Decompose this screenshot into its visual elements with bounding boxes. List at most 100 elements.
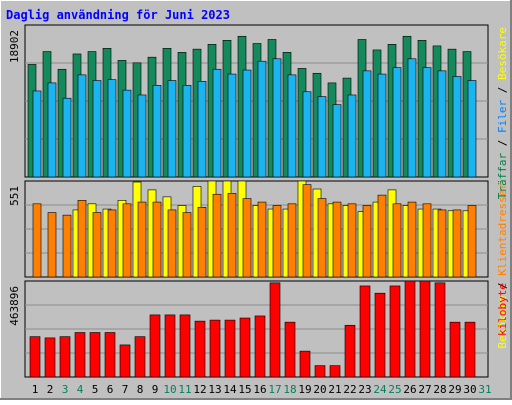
legend-entry: Träffar [496, 152, 509, 199]
bar-sites-Klientadresser-day-12 [197, 207, 207, 278]
x-tick-label: 21 [328, 383, 341, 396]
bar-sites-Klientadresser-day-29 [452, 209, 462, 278]
bar-sites-Klientadresser-day-26 [407, 201, 417, 278]
bar-kbytes-kilobyte-day-25 [389, 285, 401, 378]
x-tick-label: 23 [358, 383, 371, 396]
bar-sites-Klientadresser-day-19 [302, 184, 312, 278]
panel-legend: kilobyte [496, 283, 509, 336]
bar-kbytes-kilobyte-day-1 [29, 336, 41, 378]
bar-sites-Klientadresser-day-10 [167, 209, 177, 278]
bar-kbytes-kilobyte-day-27 [419, 280, 431, 378]
bar-sites-Klientadresser-day-20 [317, 198, 327, 278]
bar-kbytes-kilobyte-day-15 [239, 317, 251, 378]
bar-sites-Klientadresser-day-6 [107, 209, 117, 278]
bar-hits-Filer-day-13 [212, 68, 222, 178]
bar-kbytes-kilobyte-day-16 [254, 315, 266, 378]
legend-entry: Klientadresser [496, 183, 509, 276]
legend-entry: kilobyte [496, 283, 509, 336]
x-tick-label: 16 [253, 383, 266, 396]
bar-kbytes-kilobyte-day-20 [314, 365, 326, 378]
x-tick-label: 20 [313, 383, 326, 396]
bar-sites-Klientadresser-day-3 [62, 214, 72, 278]
bar-kbytes-kilobyte-day-8 [134, 336, 146, 378]
x-tick-label: 9 [152, 383, 159, 396]
bar-kbytes-kilobyte-day-14 [224, 319, 236, 378]
bar-sites-Klientadresser-day-27 [422, 203, 432, 278]
panel-hits: 18902 Träffar / Filer / Besökare [8, 24, 509, 199]
x-tick-label: 28 [433, 383, 446, 396]
x-tick-label: 8 [137, 383, 144, 396]
bar-hits-Filer-day-7 [122, 89, 132, 178]
bar-kbytes-kilobyte-day-2 [44, 337, 56, 378]
bar-sites-Klientadresser-day-30 [467, 205, 477, 278]
bar-sites-Klientadresser-day-24 [377, 194, 387, 278]
bar-hits-Filer-day-12 [197, 81, 207, 178]
x-tick-label: 25 [388, 383, 401, 396]
bar-hits-Filer-day-28 [437, 70, 447, 178]
bar-kbytes-kilobyte-day-29 [449, 321, 461, 378]
bar-hits-Filer-day-18 [287, 74, 297, 178]
panel-legend: Besökare / Klientadresser [496, 183, 509, 349]
bar-sites-Klientadresser-day-28 [437, 209, 447, 278]
bar-hits-Filer-day-5 [92, 80, 102, 178]
bar-kbytes-kilobyte-day-19 [299, 350, 311, 378]
bar-hits-Filer-day-20 [317, 96, 327, 178]
x-tick-label: 29 [448, 383, 461, 396]
chart-panels: 18902 Träffar / Filer / Besökare 551 Besöka… [8, 24, 509, 378]
legend-entry: Besökare [496, 27, 509, 80]
x-tick-label: 22 [343, 383, 356, 396]
bar-hits-Filer-day-21 [332, 104, 342, 178]
bar-kbytes-kilobyte-day-26 [404, 280, 416, 378]
bar-sites-Klientadresser-day-17 [272, 205, 282, 278]
bar-kbytes-kilobyte-day-23 [359, 285, 371, 378]
bar-kbytes-kilobyte-day-7 [119, 344, 131, 378]
bar-sites-Klientadresser-day-7 [122, 203, 132, 278]
bar-kbytes-kilobyte-day-17 [269, 282, 281, 378]
bar-kbytes-kilobyte-day-4 [74, 332, 86, 378]
bar-sites-Klientadresser-day-18 [287, 203, 297, 278]
chart-title: Daglig användning för Juni 2023 [6, 8, 230, 22]
x-tick-label: 10 [163, 383, 176, 396]
bar-sites-Klientadresser-day-15 [242, 198, 252, 278]
x-tick-label: 14 [223, 383, 237, 396]
x-tick-label: 31 [478, 383, 491, 396]
x-tick-label: 18 [283, 383, 296, 396]
x-tick-label: 5 [92, 383, 99, 396]
x-tick-label: 2 [47, 383, 54, 396]
bar-sites-Klientadresser-day-2 [47, 212, 57, 278]
bar-sites-Klientadresser-day-5 [92, 212, 102, 278]
x-tick-label: 11 [178, 383, 191, 396]
bar-sites-Klientadresser-day-13 [212, 193, 222, 278]
bar-hits-Filer-day-27 [422, 67, 432, 178]
bar-hits-Filer-day-22 [347, 94, 357, 178]
bar-kbytes-kilobyte-day-21 [329, 365, 341, 378]
panel-sites: 551 Besökare / Klientadresser [8, 180, 509, 349]
bar-kbytes-kilobyte-day-6 [104, 332, 116, 378]
panel-legend: Träffar / Filer / Besökare [496, 27, 509, 199]
bar-sites-Klientadresser-day-25 [392, 203, 402, 278]
legend-entry: Besökare [496, 296, 509, 349]
bar-sites-Klientadresser-day-22 [347, 203, 357, 278]
x-axis-day-labels: 1 2 3 4 5 6 7 8 9 10 11 12 13 14 15 16 17 18 19 20 21 22 23 24 2… [32, 383, 492, 396]
bar-kbytes-kilobyte-day-18 [284, 321, 296, 378]
legend-entry: Filer [496, 99, 509, 132]
x-tick-label: 15 [238, 383, 251, 396]
x-tick-label: 24 [373, 383, 387, 396]
bar-kbytes-kilobyte-day-10 [164, 314, 176, 378]
legend-entry: / [496, 80, 509, 100]
panel-max-label: 463896 [8, 286, 21, 326]
bar-sites-Klientadresser-day-11 [182, 212, 192, 278]
bar-hits-Filer-day-1 [32, 90, 42, 178]
x-tick-label: 1 [32, 383, 39, 396]
bar-hits-Filer-day-6 [107, 79, 117, 178]
legend-entry: / [496, 276, 509, 296]
bar-hits-Filer-day-16 [257, 60, 267, 178]
bar-hits-Filer-day-15 [242, 69, 252, 178]
bar-sites-Klientadresser-day-8 [137, 201, 147, 278]
bar-kbytes-kilobyte-day-22 [344, 324, 356, 378]
bar-hits-Filer-day-23 [362, 70, 372, 178]
bar-kbytes-kilobyte-day-30 [464, 321, 476, 378]
bar-kbytes-kilobyte-day-11 [179, 314, 191, 378]
bar-hits-Filer-day-30 [467, 80, 477, 178]
